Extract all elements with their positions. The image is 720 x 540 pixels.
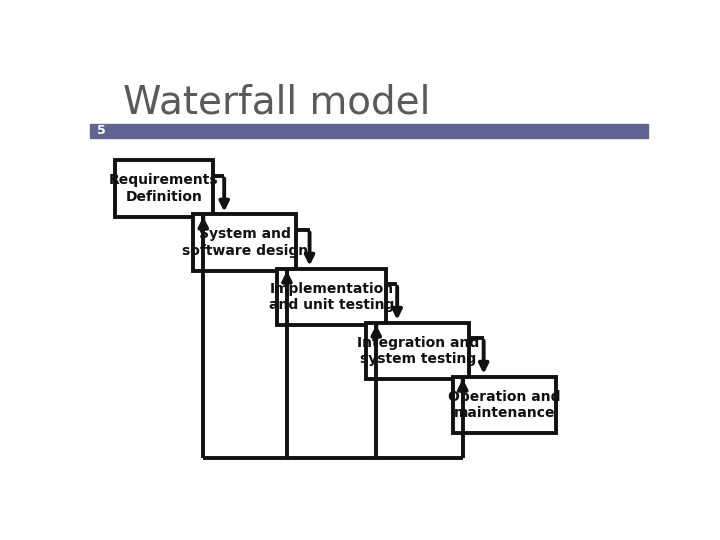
FancyBboxPatch shape <box>366 322 469 379</box>
FancyBboxPatch shape <box>277 268 386 325</box>
FancyBboxPatch shape <box>193 214 297 271</box>
Text: Operation and
maintenance: Operation and maintenance <box>448 390 561 420</box>
Text: Requirements
Definition: Requirements Definition <box>109 173 219 204</box>
FancyBboxPatch shape <box>453 377 556 433</box>
Text: Integration and
system testing: Integration and system testing <box>356 335 479 366</box>
Text: Waterfall model: Waterfall model <box>124 84 431 122</box>
Text: Implementation
and unit testing: Implementation and unit testing <box>269 281 394 312</box>
FancyBboxPatch shape <box>115 160 213 217</box>
Text: System and
software design: System and software design <box>181 227 308 258</box>
Bar <box>90 124 648 138</box>
Text: 5: 5 <box>96 124 106 137</box>
